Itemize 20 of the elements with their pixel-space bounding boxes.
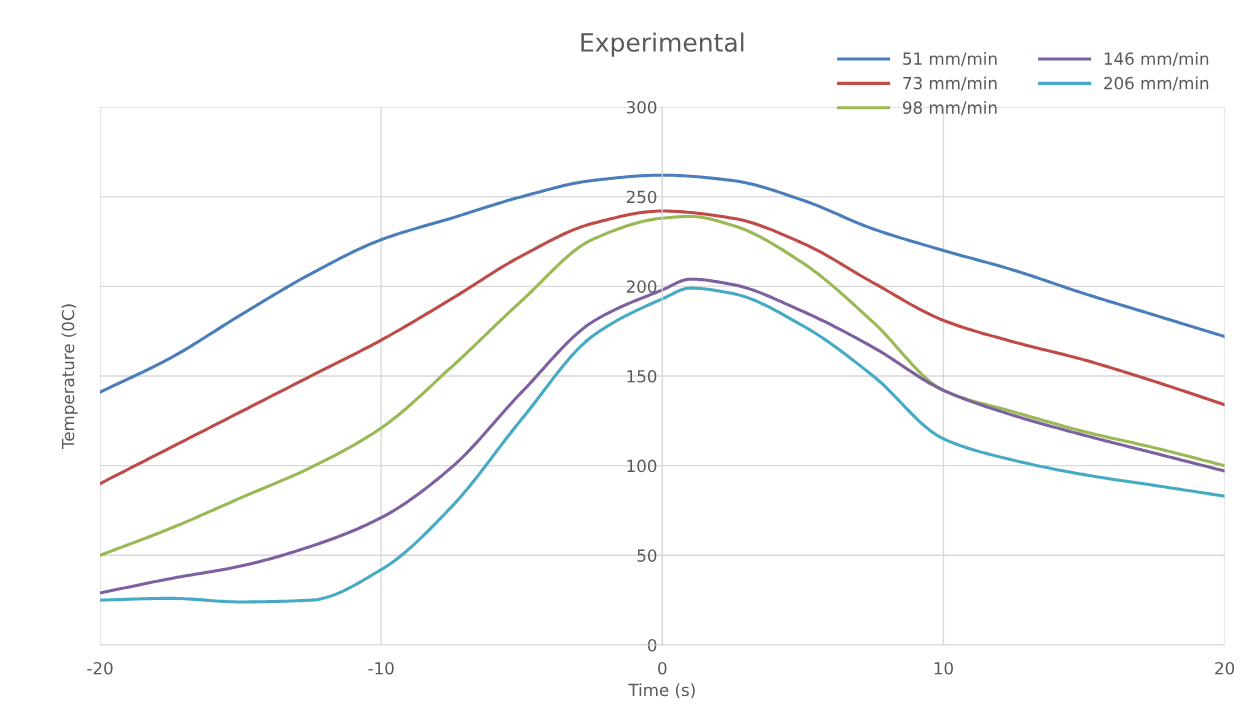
y-tick-label: 0 — [647, 638, 657, 652]
legend-label: 206 mm/min — [1104, 76, 1209, 91]
x-tick-label: 0 — [658, 661, 667, 675]
y-axis-title: Temperature (0C) — [61, 304, 78, 450]
y-tick-label: 200 — [626, 280, 657, 293]
x-axis-title: Time (s) — [628, 683, 695, 699]
y-tick-label: 150 — [627, 369, 657, 383]
legend-label: 73 mm/min — [903, 76, 997, 91]
y-tick-label: 100 — [627, 459, 657, 473]
y-tick-label: 300 — [626, 100, 657, 114]
x-tick-label: 10 — [934, 661, 953, 675]
x-tick-label: 20 — [1215, 661, 1235, 675]
y-tick-label: 250 — [626, 190, 657, 204]
legend-label: 98 mm/min — [902, 101, 997, 116]
x-tick-label: -20 — [87, 661, 113, 675]
chart-title: Experimental — [581, 32, 744, 57]
x-tick-label: -10 — [368, 661, 394, 675]
legend-label: 146 mm/min — [1104, 52, 1209, 67]
legend-label: 51 mm/min — [903, 52, 997, 67]
y-tick-label: 50 — [637, 549, 657, 562]
